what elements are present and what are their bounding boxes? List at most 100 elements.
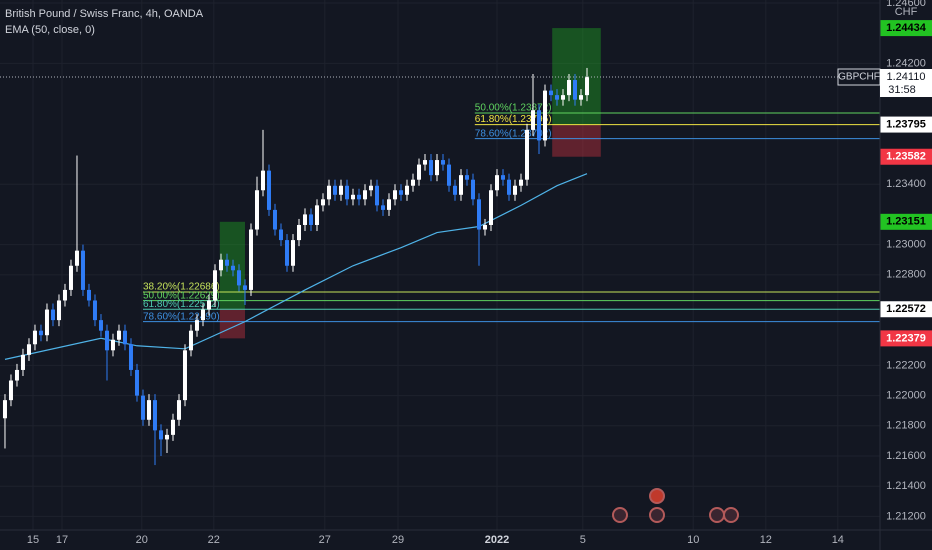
- price-badge-label: 1.24434: [886, 22, 927, 34]
- candle-body: [170, 419, 175, 435]
- candles: [0, 67, 880, 466]
- candle-body: [579, 95, 584, 100]
- y-tick-label: 1.24200: [886, 57, 926, 69]
- candle-body: [44, 309, 49, 336]
- candle-body: [248, 229, 253, 290]
- fib-label: 50.00%(1.22629): [143, 290, 220, 301]
- candle-body: [525, 129, 530, 180]
- candle-body: [272, 209, 277, 230]
- candle-body: [200, 309, 205, 321]
- event-icon[interactable]: [649, 507, 665, 523]
- candle-body: [188, 330, 193, 351]
- stop-zone: [552, 124, 601, 157]
- candle-body: [441, 160, 446, 165]
- y-tick-label: 1.21800: [886, 420, 926, 432]
- candle-body: [146, 400, 151, 420]
- candle-body: [134, 369, 139, 396]
- last-price-badge: [880, 69, 932, 98]
- candle-body: [206, 300, 211, 310]
- candle-body: [68, 265, 73, 290]
- symbol-label: GBPCHF: [838, 72, 880, 83]
- candle-body: [212, 270, 217, 301]
- x-tick-label: 15: [27, 534, 39, 546]
- x-tick-label: 14: [832, 534, 844, 546]
- x-tick-label: 2022: [485, 534, 509, 546]
- fib-label: 78.60%(1.22490): [143, 311, 220, 322]
- candle-body: [483, 224, 488, 230]
- candle-body: [20, 354, 25, 370]
- candle-body: [374, 185, 379, 206]
- candle-body: [489, 190, 494, 225]
- candle-body: [224, 259, 229, 266]
- candle-body: [561, 95, 566, 100]
- y-tick-label: 1.21200: [886, 510, 926, 522]
- price-badge: [880, 116, 932, 133]
- indicator-label: EMA (50, close, 0): [5, 24, 95, 36]
- price-badge: [880, 301, 932, 318]
- fib-label: 61.80%(1.23795): [475, 114, 552, 125]
- event-icon[interactable]: [709, 507, 725, 523]
- x-tick-label: 10: [687, 534, 699, 546]
- candle-body: [495, 175, 500, 191]
- candle-body: [543, 90, 548, 141]
- candle-body: [477, 199, 482, 230]
- price-badge: [880, 213, 932, 230]
- price-badge-label: 1.22379: [886, 332, 926, 344]
- event-icon[interactable]: [723, 507, 739, 523]
- y-tick-label: 1.23400: [886, 178, 926, 190]
- candle-body: [519, 179, 524, 186]
- candle-body: [290, 240, 295, 266]
- price-badge-label: 1.23582: [886, 151, 926, 163]
- candle-body: [314, 205, 319, 225]
- event-icon[interactable]: [612, 507, 628, 523]
- candle-body: [573, 80, 578, 100]
- candle-body: [501, 175, 506, 180]
- candle-body: [350, 194, 355, 200]
- candle-body: [242, 285, 247, 290]
- candle-body: [122, 330, 127, 345]
- y-tick-label: 1.22800: [886, 269, 926, 281]
- x-tick-label: 5: [580, 534, 586, 546]
- price-badge: [880, 330, 932, 347]
- x-tick-label: 27: [319, 534, 331, 546]
- y-tick-label: 1.21400: [886, 480, 926, 492]
- candle-body: [8, 380, 13, 401]
- event-icon[interactable]: [649, 488, 665, 504]
- candle-body: [38, 330, 43, 336]
- candle-body: [230, 265, 235, 271]
- countdown-label: 31:58: [888, 84, 916, 96]
- price-badge-label: 1.23151: [886, 216, 926, 228]
- candle-body: [308, 214, 313, 225]
- candle-body: [380, 205, 385, 210]
- event-icons: [612, 488, 739, 523]
- candle-body: [2, 400, 7, 419]
- candle-body: [368, 185, 373, 191]
- candle-body: [278, 229, 283, 241]
- candle-body: [302, 214, 307, 225]
- y-tick-label: 1.22200: [886, 359, 926, 371]
- price-badge-label: 1.23795: [886, 118, 926, 130]
- candle-body: [266, 170, 271, 210]
- y-tick-label: 1.23000: [886, 239, 926, 251]
- candle-body: [585, 77, 590, 96]
- candle-body: [236, 270, 241, 286]
- fib-tools: 38.20%(1.22686)50.00%(1.22629)61.80%(1.2…: [142, 103, 880, 322]
- fib-label: 61.80%(1.22572): [143, 299, 220, 310]
- candle-body: [434, 160, 439, 176]
- candle-body: [410, 179, 415, 186]
- candle-body: [104, 330, 109, 351]
- target-zone: [219, 221, 245, 310]
- candle-body: [74, 250, 79, 266]
- candle-body: [296, 224, 301, 241]
- candle-body: [50, 309, 55, 321]
- fib-label: 38.20%(1.22686): [143, 282, 220, 293]
- candle-body: [398, 190, 403, 195]
- y-tick-label: 1.22000: [886, 390, 926, 402]
- candle-body: [386, 199, 391, 210]
- candle-body: [344, 185, 349, 200]
- candle-body: [194, 320, 199, 331]
- x-tick-label: 17: [56, 534, 68, 546]
- currency-label: CHF: [895, 6, 918, 18]
- candle-body: [428, 160, 433, 176]
- fib-label: 50.00%(1.23872): [475, 103, 552, 114]
